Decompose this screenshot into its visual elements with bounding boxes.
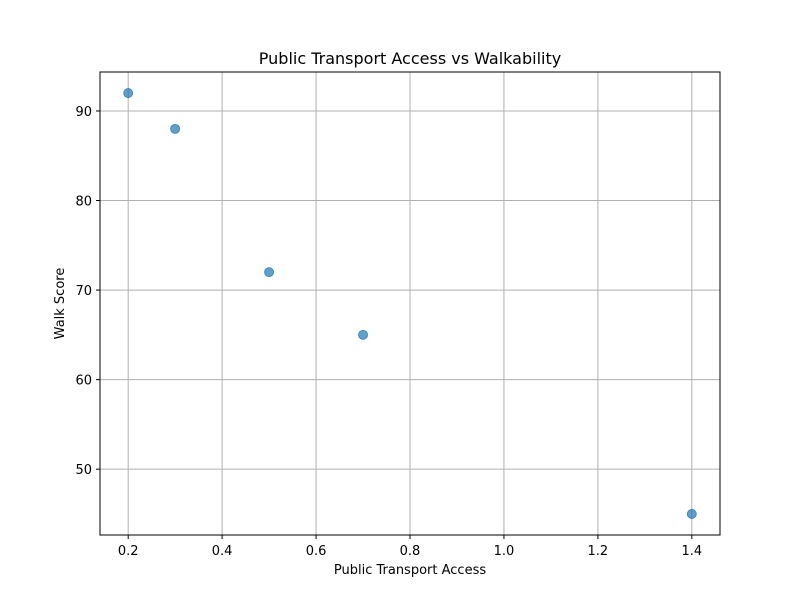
y-tick-label: 90 — [75, 105, 92, 120]
data-point — [170, 123, 181, 134]
x-tick-label: 0.4 — [212, 544, 233, 559]
x-tick-label: 0.6 — [306, 544, 327, 559]
y-tick-label: 80 — [75, 195, 92, 210]
y-tick-label: 60 — [75, 374, 92, 389]
x-axis-ticks: 0.2 0.4 0.6 0.8 1.0 1.2 1.4 — [118, 535, 702, 559]
y-axis-ticks: 50 60 70 80 90 — [75, 105, 100, 478]
x-tick-label: 0.8 — [400, 544, 421, 559]
y-tick-label: 50 — [75, 463, 92, 478]
data-points — [123, 88, 697, 519]
x-tick-label: 1.4 — [681, 544, 702, 559]
data-point — [264, 267, 274, 278]
grid-lines — [100, 72, 720, 535]
x-tick-label: 1.0 — [494, 544, 515, 559]
x-tick-label: 1.2 — [588, 544, 609, 559]
data-point — [686, 509, 697, 519]
data-point — [358, 329, 368, 340]
y-tick-label: 70 — [75, 284, 92, 299]
x-axis-label: Public Transport Access — [334, 563, 486, 578]
x-tick-label: 0.2 — [118, 544, 139, 559]
chart-title: Public Transport Access vs Walkability — [259, 49, 561, 68]
data-point — [123, 88, 134, 98]
y-axis-label: Walk Score — [53, 268, 68, 340]
